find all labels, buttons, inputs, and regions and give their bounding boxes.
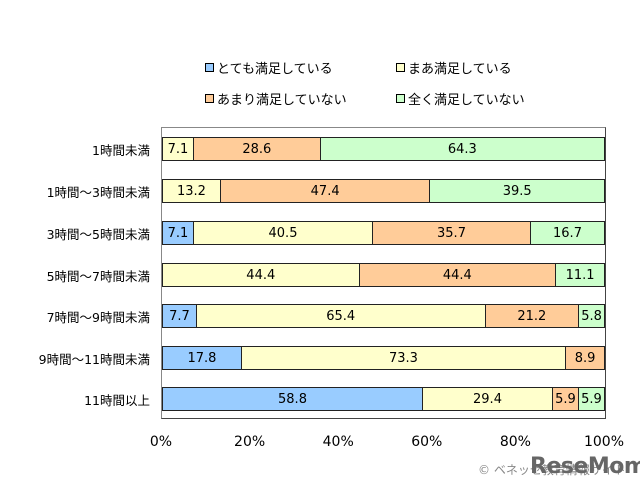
bar-segment: 7.1 [162,221,194,245]
bar-segment: 5.9 [579,387,605,411]
legend-item-somewhat-satisfied: まあ満足している [396,58,512,77]
legend-label: 全く満足していない [408,93,525,108]
bar-row: 13.2 47.4 39.5 [162,179,606,203]
bar-segment: 17.8 [162,346,242,370]
bar-segment: 73.3 [241,346,567,370]
bar-segment: 39.5 [430,179,606,203]
category-label: 9時間～11時間未満 [38,352,150,367]
bar-segment: 11.1 [556,263,605,287]
x-tick-label: 80% [499,434,531,450]
category-label: 1時間～3時間未満 [46,185,150,200]
legend-label: まあ満足している [408,62,512,77]
legend-item-not-very-satisfied: あまり満足していない [205,89,347,108]
copyright-credit: © ベネッセ教育情報サイト [478,463,626,477]
legend-swatch-icon [396,94,405,103]
bar-segment: 64.3 [320,137,606,161]
x-tick-label: 40% [322,434,354,450]
legend-item-not-satisfied-at-all: 全く満足していない [396,89,525,108]
bar-segment: 8.9 [566,346,605,370]
bar-segment: 13.2 [162,179,221,203]
bar-segment: 21.2 [485,304,580,328]
bar-row: 58.8 29.4 5.9 5.9 [162,387,605,411]
bar-segment: 40.5 [194,221,373,245]
bar-segment: 5.9 [553,387,579,411]
x-tick-label: 100% [583,434,625,450]
bar-row: 44.4 44.4 11.1 [162,263,605,287]
bar-segment: 16.7 [531,221,605,245]
x-tick-label: 20% [234,434,266,450]
legend-swatch-icon [205,94,214,103]
bar-segment: 35.7 [373,221,531,245]
bar-segment: 44.4 [359,263,557,287]
category-label: 11時間以上 [84,393,150,408]
resemom-logo: ReseMom [530,454,640,479]
x-tick-label: 0% [149,434,173,450]
bar-segment: 7.1 [162,137,194,161]
bar-segment: 7.7 [162,304,197,328]
legend-swatch-icon [396,63,405,72]
bar-segment: 5.8 [579,304,605,328]
bar-segment: 58.8 [162,387,423,411]
bar-row: 17.8 73.3 8.9 [162,346,605,370]
bar-row: 7.1 40.5 35.7 16.7 [162,221,605,245]
x-tick-label: 60% [411,434,443,450]
plot-area: 7.1 28.6 64.3 13.2 47.4 39.5 7.1 40.5 35.7 16.7 44… [161,127,606,419]
bar-row: 7.1 28.6 64.3 [162,137,606,161]
category-label: 5時間～7時間未満 [46,269,150,284]
bar-segment: 44.4 [162,263,360,287]
legend-label: とても満足している [217,62,333,77]
legend-item-very-satisfied: とても満足している [205,58,333,77]
legend-swatch-icon [205,63,214,72]
bar-segment: 47.4 [220,179,431,203]
bar-row: 7.7 65.4 21.2 5.8 [162,304,605,328]
bar-segment: 29.4 [423,387,553,411]
bar-segment: 28.6 [193,137,321,161]
legend-label: あまり満足していない [217,93,347,108]
category-label: 1時間未満 [92,143,150,158]
category-label: 7時間～9時間未満 [46,310,150,325]
category-label: 3時間～5時間未満 [46,227,150,242]
bar-segment: 65.4 [196,304,486,328]
